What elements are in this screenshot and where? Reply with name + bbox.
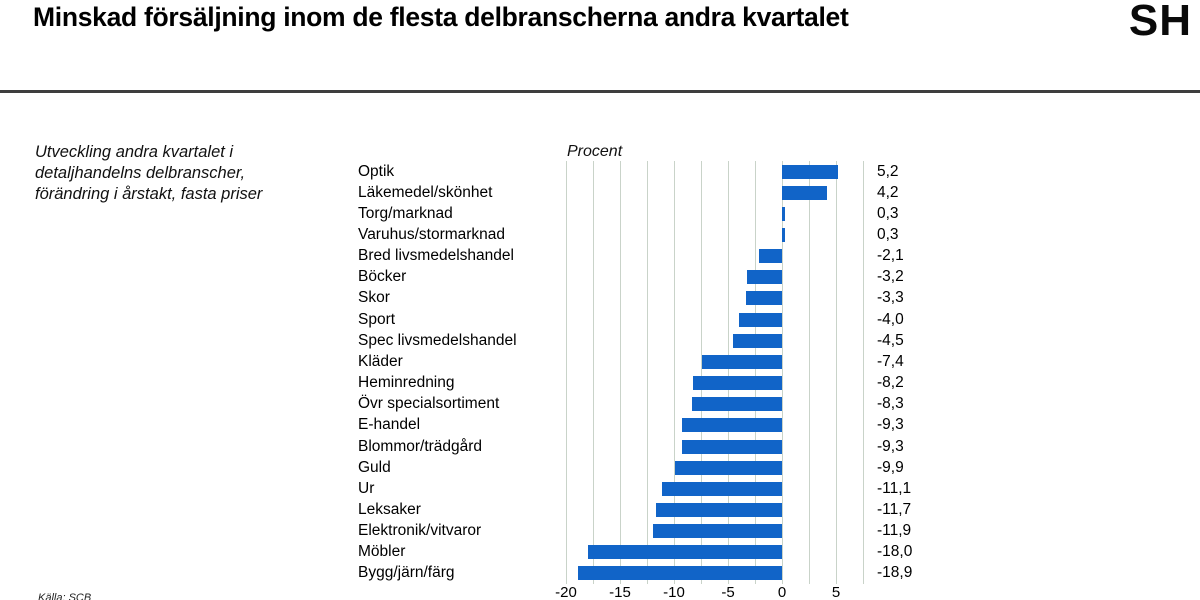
bar [693, 376, 782, 391]
axis-title: Procent [567, 143, 623, 160]
bar [782, 228, 786, 243]
gridline [755, 161, 756, 584]
x-tick-label: -20 [555, 584, 577, 600]
value-label: -18,9 [877, 564, 913, 582]
value-label: -9,3 [877, 437, 904, 455]
category-label: Skor [358, 289, 390, 307]
gridline [836, 161, 837, 584]
category-label: Möbler [358, 543, 406, 561]
source-note: Källa: SCB [38, 592, 92, 600]
value-label: -9,3 [877, 416, 904, 434]
gridline [863, 161, 864, 584]
bar [655, 502, 782, 517]
value-label: -9,9 [877, 458, 904, 476]
plot-area [566, 161, 864, 584]
page-title: Minskad försäljning inom de flesta delbr… [33, 2, 849, 32]
gridline [701, 161, 702, 584]
value-label: -4,5 [877, 331, 904, 349]
category-label: Optik [358, 162, 395, 180]
category-label: Läkemedel/skönhet [358, 183, 493, 201]
category-label: Sport [358, 310, 396, 328]
value-label: -2,1 [877, 247, 904, 265]
category-label: Elektronik/vitvaror [358, 522, 482, 540]
bar [692, 397, 782, 412]
value-label: 0,3 [877, 226, 899, 243]
bar [653, 524, 782, 539]
value-label: -8,2 [877, 374, 904, 392]
header-divider [0, 90, 1200, 93]
company-logo: SH [1128, 0, 1192, 45]
x-tick-label: -15 [609, 584, 631, 600]
gridline [593, 161, 594, 584]
gridline [728, 161, 729, 584]
category-label: Heminredning [358, 374, 455, 392]
bar [782, 185, 828, 200]
bar [577, 566, 782, 581]
gridline [782, 161, 783, 584]
x-tick-label: -5 [721, 584, 735, 600]
value-label: 0,3 [877, 204, 899, 222]
x-tick-label: -10 [663, 584, 685, 600]
value-label: -7,4 [877, 352, 904, 370]
bar [681, 439, 782, 454]
gridline [674, 161, 675, 584]
gridline [620, 161, 621, 584]
x-tick-label: 5 [831, 584, 841, 600]
category-label: Varuhus/stormarknad [358, 226, 506, 243]
value-label: 5,2 [877, 162, 899, 180]
category-label: Torg/marknad [358, 204, 453, 222]
bar [702, 354, 782, 369]
category-label: Bred livsmedelshandel [358, 247, 514, 265]
value-label: -4,0 [877, 310, 904, 328]
category-label: Blommor/trädgård [358, 437, 483, 455]
gridline [809, 161, 810, 584]
category-label: Kläder [358, 352, 403, 370]
value-label: -18,0 [877, 543, 913, 561]
bar [681, 418, 782, 433]
category-label: Övr specialsortiment [358, 395, 500, 413]
value-label: -3,2 [877, 268, 904, 286]
category-label: Guld [358, 458, 391, 476]
bar [675, 460, 782, 475]
category-label: Bygg/järn/färg [358, 564, 455, 582]
bar [747, 270, 782, 285]
gridline [647, 161, 648, 584]
value-label: -11,1 [877, 479, 912, 497]
value-label: -11,7 [877, 500, 912, 518]
category-label: Leksaker [358, 500, 421, 518]
bar [759, 249, 782, 264]
category-label: Spec livsmedelshandel [358, 331, 517, 349]
value-label: -8,3 [877, 395, 904, 413]
gridline [566, 161, 567, 584]
category-labels-column: Optik Läkemedel/skönhet Torg/marknad Varuhu… [358, 161, 558, 584]
bar [782, 164, 839, 179]
bar [587, 545, 782, 560]
category-label: Böcker [358, 268, 407, 286]
value-label: -11,9 [877, 522, 912, 540]
chart-subtitle-note: Utveckling andra kvartalet i detaljhande… [35, 143, 263, 203]
value-label: -3,3 [877, 289, 904, 307]
x-tick-label: 0 [777, 584, 787, 600]
bar [782, 206, 786, 221]
value-label: 4,2 [877, 183, 899, 201]
bar-chart: Optik Läkemedel/skönhet Torg/marknad Varuhu… [0, 161, 1200, 584]
value-labels-column: 5,2 4,2 0,3 0,3 -2,1 -3,2 -3,3 -4,0 -4,5 -7,4 -8,2… [877, 161, 947, 584]
bar [746, 291, 782, 306]
bar [738, 312, 782, 327]
bar [733, 333, 782, 348]
x-axis: -20 -15 -10 -5 0 5 [555, 584, 863, 600]
bar [662, 481, 782, 496]
category-label: Ur [358, 479, 375, 497]
category-label: E-handel [358, 416, 421, 434]
